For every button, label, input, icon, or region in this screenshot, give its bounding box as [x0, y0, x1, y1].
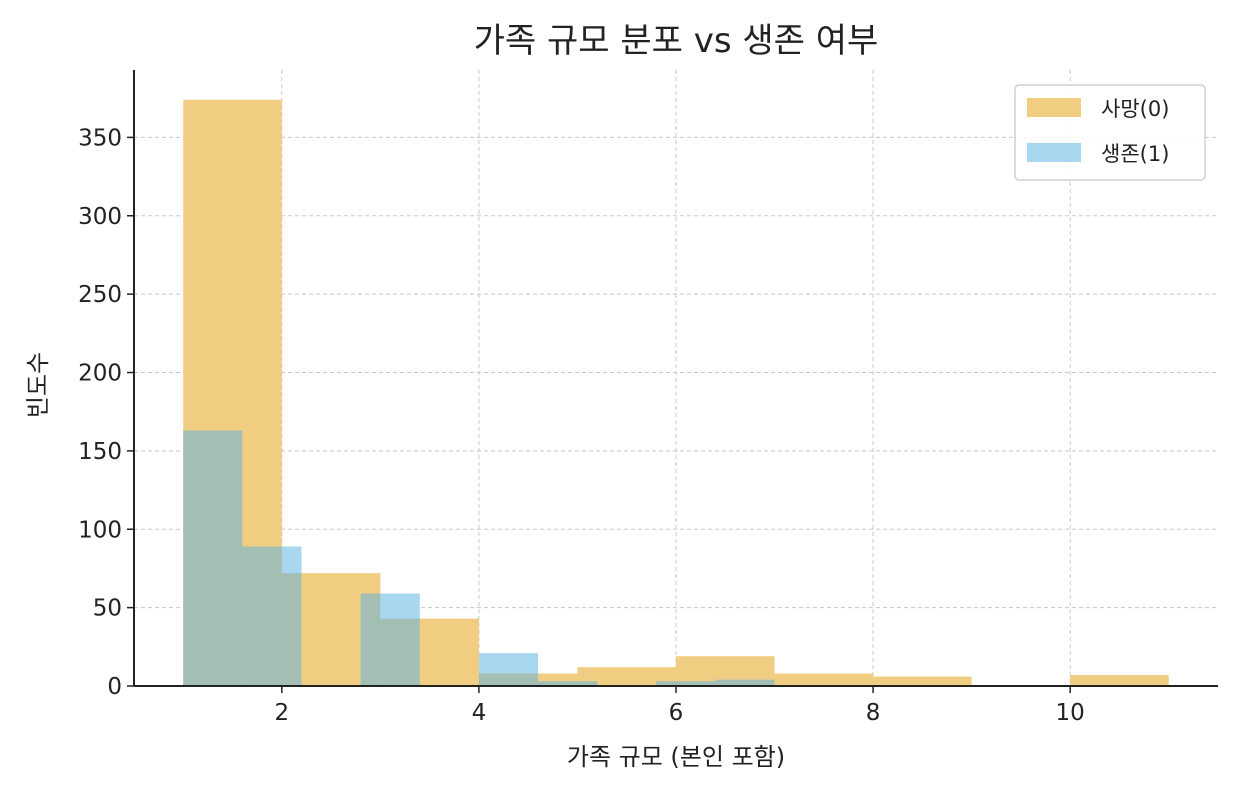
x-axis-label: 가족 규모 (본인 포함) — [567, 743, 785, 771]
bar-died — [873, 676, 972, 686]
bar-overlap — [360, 593, 381, 686]
y-tick-label: 200 — [78, 361, 122, 387]
bar-overlap — [676, 681, 716, 686]
axes — [127, 70, 1218, 693]
y-tick-label: 150 — [78, 439, 122, 465]
y-tick-label: 100 — [78, 517, 122, 543]
legend-label-survived: 생존(1) — [1101, 142, 1169, 166]
legend-swatch-died — [1027, 98, 1081, 117]
bar-overlap — [281, 573, 302, 686]
x-tick-label: 10 — [1056, 700, 1085, 726]
bar-overlap — [656, 681, 676, 686]
legend-label-died: 사망(0) — [1101, 97, 1169, 121]
bar-died — [577, 667, 676, 686]
y-tick-label: 0 — [107, 674, 122, 700]
bar-overlap — [577, 681, 598, 686]
bar-died — [1070, 675, 1169, 686]
bar-overlap — [242, 546, 282, 686]
x-tick-label: 4 — [472, 700, 487, 726]
overlap-bars — [183, 430, 775, 686]
legend-swatch-survived — [1027, 143, 1081, 162]
y-tick-label: 250 — [78, 282, 122, 308]
bar-overlap — [715, 679, 775, 686]
x-tick-label: 8 — [866, 700, 881, 726]
y-tick-label: 350 — [78, 125, 122, 151]
y-tick-label: 300 — [78, 204, 122, 230]
bar-overlap — [478, 673, 539, 686]
bar-overlap — [380, 618, 420, 686]
x-tick-label: 6 — [669, 700, 684, 726]
bar-overlap — [183, 430, 243, 686]
y-axis-label: 빈도수 — [24, 352, 52, 418]
bar-died — [774, 673, 874, 686]
x-tick-label: 2 — [274, 700, 289, 726]
chart-title: 가족 규모 분포 vs 생존 여부 — [474, 21, 879, 61]
grid-lines — [134, 70, 1218, 686]
bar-overlap — [538, 681, 578, 686]
y-tick-label: 50 — [93, 596, 122, 622]
legend: 사망(0) 생존(1) — [1014, 84, 1206, 181]
